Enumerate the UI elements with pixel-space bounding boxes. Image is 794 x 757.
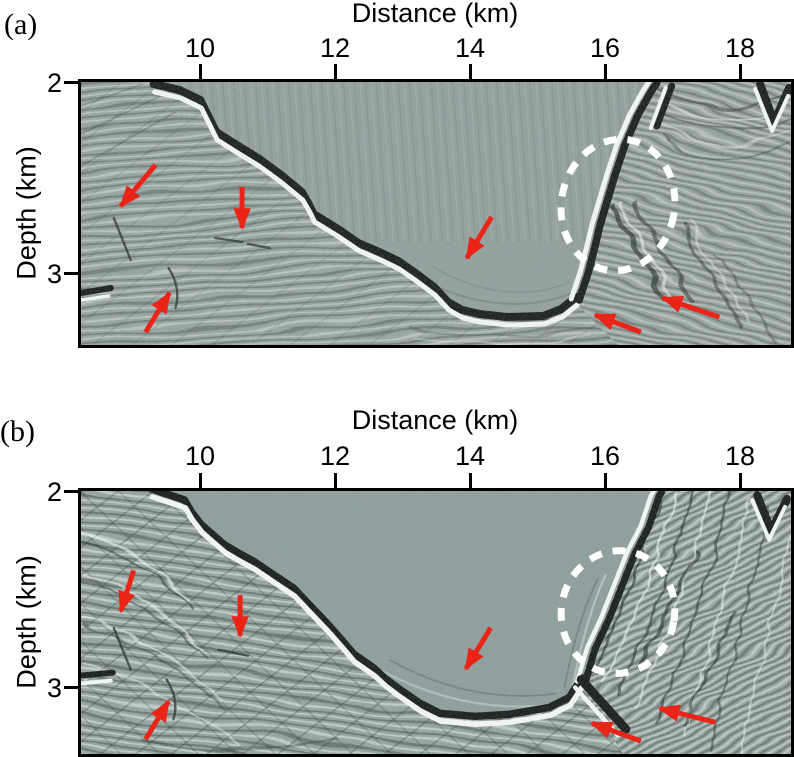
panel-b-xtick-12: 12 <box>319 441 351 471</box>
tick-mark <box>199 473 202 488</box>
tick-mark <box>199 64 202 79</box>
tick-mark <box>64 81 78 84</box>
panel-b-xtick-16: 16 <box>589 441 621 471</box>
panel-b-xtick-18: 18 <box>724 441 756 471</box>
panel-b-yaxis-title: Depth (km) <box>11 555 42 689</box>
panel-b-seismic-image <box>78 488 794 757</box>
panel-b-ytick-3: 3 <box>46 673 62 703</box>
panel-a-yaxis-title: Depth (km) <box>11 146 42 280</box>
panel-b-ytick-2: 2 <box>46 477 62 507</box>
tick-mark <box>64 686 78 689</box>
panel-a-xtick-10: 10 <box>184 33 216 63</box>
panel-a-seismic-svg <box>81 82 791 345</box>
panel-a-xtick-16: 16 <box>589 33 621 63</box>
panel-b-xtick-14: 14 <box>454 441 486 471</box>
tick-mark <box>739 64 742 79</box>
tick-mark <box>64 272 78 275</box>
panel-b-xtick-10: 10 <box>184 441 216 471</box>
panel-a-xtick-12: 12 <box>319 33 351 63</box>
panel-b-label: (b) <box>0 415 35 448</box>
tick-mark <box>334 64 337 79</box>
panel-a-seismic-image <box>78 79 794 348</box>
tick-mark <box>604 473 607 488</box>
tick-mark <box>334 473 337 488</box>
panel-b-xaxis-title: Distance (km) <box>351 405 519 435</box>
tick-mark <box>604 64 607 79</box>
panel-a-dashed-ellipse-annotation <box>557 135 679 275</box>
panel-a-label: (a) <box>4 8 38 41</box>
tick-mark <box>469 473 472 488</box>
panel-a-xtick-14: 14 <box>454 33 486 63</box>
panel-a-ytick-2: 2 <box>46 68 62 98</box>
tick-mark <box>64 490 78 493</box>
panel-b-seismic-svg <box>81 491 791 754</box>
panel-b-arrow-annotations <box>118 569 717 744</box>
panel-a-ytick-3: 3 <box>46 259 62 289</box>
panel-a-xaxis-title: Distance (km) <box>351 0 519 28</box>
tick-mark <box>469 64 472 79</box>
tick-mark <box>739 473 742 488</box>
panel-a-arrow-annotations <box>118 163 721 335</box>
panel-a-xtick-18: 18 <box>724 33 756 63</box>
